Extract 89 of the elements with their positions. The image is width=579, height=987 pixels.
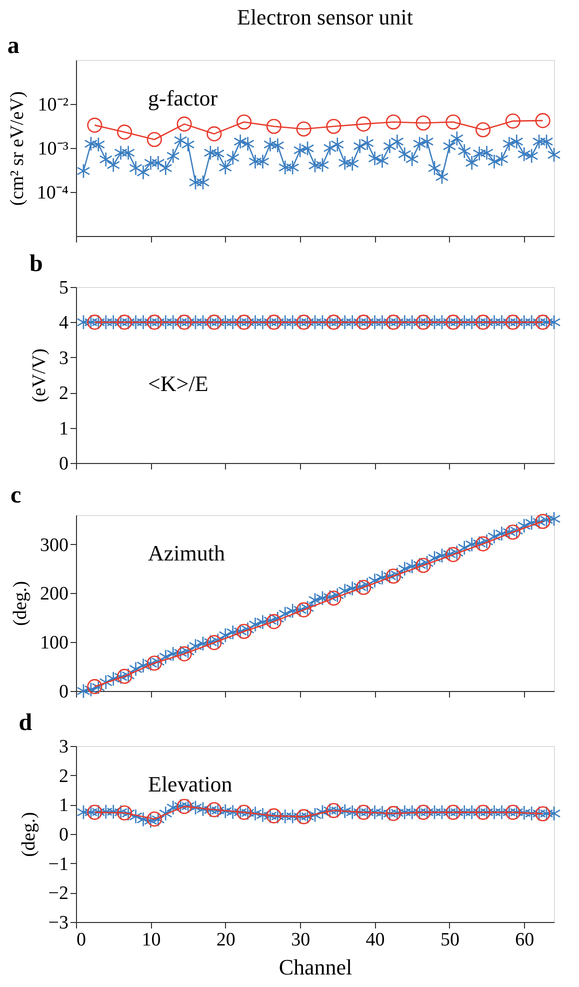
y-axis-title: (deg.) (10, 581, 31, 626)
y-tick-label: 0 (59, 454, 68, 474)
y-tick-label: 5 (59, 278, 68, 298)
point (505, 114, 520, 129)
point (266, 118, 282, 134)
point (326, 803, 342, 818)
point (476, 804, 491, 820)
y-tick-label: 3 (59, 348, 68, 369)
x-tick-label: 20 (216, 930, 236, 950)
point (296, 121, 312, 137)
y-tick-label: 3 (59, 736, 68, 758)
y-tick-label: 0 (59, 824, 68, 846)
y-tick-label: 0 (59, 682, 68, 702)
point (446, 547, 461, 562)
point (326, 118, 342, 134)
point (146, 812, 162, 827)
y-axis-title: (cm² sr eV/eV) (6, 91, 28, 206)
y-axis-title: (eV/V) (29, 348, 50, 402)
x-tick-label: 10 (142, 930, 161, 950)
x-axis-title: Channel (278, 954, 352, 980)
point (356, 116, 372, 132)
point (296, 809, 312, 824)
point (446, 804, 461, 820)
point (176, 646, 192, 662)
y-tick-label: 10⁻² (38, 94, 69, 116)
y-tick-label: −2 (48, 883, 68, 904)
point (505, 524, 520, 540)
y-axis-title: (deg.) (18, 812, 40, 857)
y-tick-label: 200 (40, 584, 68, 605)
point (386, 806, 401, 821)
point (535, 806, 550, 822)
y-tick-label: 10⁻⁴ (36, 182, 69, 204)
annotation: g-factor (148, 86, 218, 111)
point (206, 802, 222, 818)
point (476, 122, 491, 138)
point (326, 590, 342, 606)
point (416, 115, 431, 131)
point (446, 114, 461, 130)
point (236, 114, 252, 130)
y-tick-label: 4 (59, 312, 69, 334)
point (505, 804, 520, 820)
chart-title: d (18, 710, 33, 736)
y-tick-label: 2 (59, 383, 68, 404)
y-tick-label: 1 (59, 795, 68, 816)
point (296, 602, 312, 618)
annotation: Azimuth (148, 540, 225, 566)
y-tick-label: 2 (59, 766, 68, 787)
chart-title: a (7, 33, 20, 59)
point (476, 536, 491, 552)
point (117, 805, 132, 820)
point (386, 568, 401, 584)
point (236, 624, 252, 639)
point (266, 614, 282, 630)
point (386, 114, 401, 130)
point (236, 804, 252, 820)
text: Electron sensor unit (237, 4, 413, 30)
y-tick-label: 10⁻³ (38, 138, 69, 160)
chart-title: b (30, 251, 43, 277)
point (117, 124, 132, 140)
x-tick-label: 50 (440, 930, 460, 950)
x-tick-label: 30 (291, 930, 310, 950)
point (176, 116, 192, 132)
point (117, 668, 132, 684)
y-tick-label: −3 (48, 912, 68, 934)
annotation: Elevation (148, 772, 232, 797)
point (206, 126, 222, 142)
x-tick-label: 60 (515, 930, 534, 950)
point (87, 118, 102, 133)
point (176, 798, 192, 814)
point (146, 132, 162, 148)
point (266, 808, 282, 824)
point (87, 679, 102, 694)
y-tick-label: 300 (40, 534, 68, 556)
point (356, 804, 372, 820)
x-tick-label: 0 (76, 930, 86, 950)
point (206, 635, 222, 650)
x-tick-label: 40 (366, 930, 385, 950)
point (87, 804, 102, 820)
point (535, 514, 550, 529)
annotation: <K>/E (148, 370, 208, 396)
point (535, 113, 550, 128)
y-tick-label: 100 (40, 632, 68, 654)
y-tick-label: 1 (59, 418, 68, 440)
y-tick-label: −1 (48, 854, 68, 875)
point (146, 656, 162, 671)
point (416, 804, 431, 820)
point (356, 580, 372, 595)
point (416, 558, 431, 573)
chart-title: c (10, 482, 22, 508)
